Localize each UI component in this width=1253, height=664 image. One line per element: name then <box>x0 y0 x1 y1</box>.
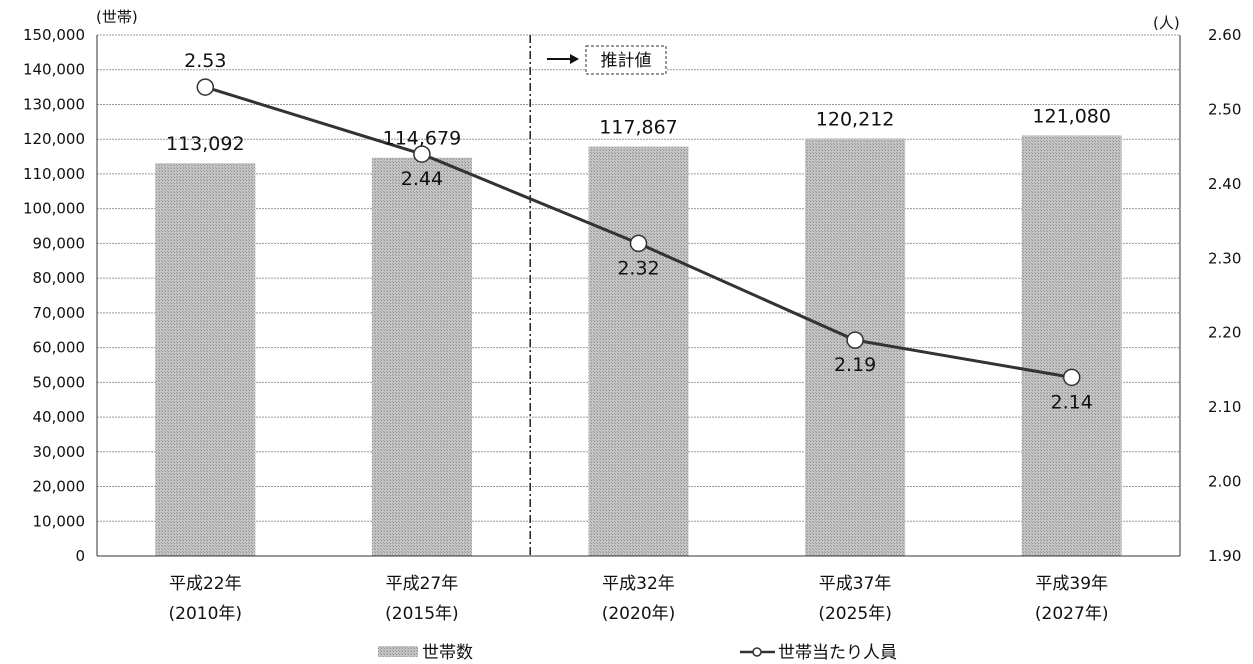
left-tick-label: 20,000 <box>33 478 86 496</box>
forecast-box <box>585 45 667 75</box>
right-tick-label: 2.50 <box>1208 100 1241 118</box>
bar <box>588 146 689 556</box>
left-tick-label: 100,000 <box>23 200 85 218</box>
left-tick-label: 80,000 <box>33 269 86 287</box>
line-marker <box>1062 368 1081 387</box>
left-tick-label: 120,000 <box>23 130 85 148</box>
point-value-label: 2.53 <box>184 50 226 72</box>
forecast-arrow-head <box>570 54 579 64</box>
legend-bar-swatch <box>378 646 418 657</box>
left-tick-label: 70,000 <box>33 304 86 322</box>
bar <box>155 163 256 556</box>
left-tick-label: 10,000 <box>33 512 86 530</box>
right-tick-label: 2.30 <box>1208 249 1241 267</box>
point-labels: 2.53 2.44 2.32 2.19 2.14 <box>184 50 1093 413</box>
left-tick-label: 50,000 <box>33 373 86 391</box>
bar <box>371 157 472 556</box>
category-label-era: 平成39年 <box>1035 574 1108 594</box>
left-tick-label: 0 <box>75 547 85 565</box>
point-value-label: 2.32 <box>617 257 659 279</box>
legend-marker-swatch <box>752 647 762 657</box>
left-tick-label: 110,000 <box>23 165 85 183</box>
category-label-era: 平成37年 <box>819 574 892 594</box>
bar-value-label: 120,212 <box>816 108 895 130</box>
line-marker <box>629 234 648 253</box>
bar-value-label: 117,867 <box>599 117 678 139</box>
right-axis-ticks: 1.90 2.00 2.10 2.20 2.30 2.40 2.50 2.60 <box>1208 26 1241 565</box>
point-value-label: 2.19 <box>834 354 876 376</box>
line-series <box>196 78 1081 387</box>
legend: 世帯数 世帯当たり人員 <box>378 643 897 663</box>
point-value-label: 2.44 <box>401 168 443 190</box>
bar <box>1021 135 1122 557</box>
left-tick-label: 150,000 <box>23 26 85 44</box>
bar-value-label: 114,679 <box>383 128 462 150</box>
left-axis-unit: (世帯) <box>96 8 138 26</box>
forecast-annotation: 推計値 <box>547 45 667 75</box>
right-tick-label: 2.00 <box>1208 473 1241 491</box>
right-tick-label: 1.90 <box>1208 547 1241 565</box>
left-tick-label: 90,000 <box>33 234 86 252</box>
category-label-era: 平成27年 <box>386 574 459 594</box>
category-label-year: (2027年) <box>1035 604 1109 624</box>
bar-value-label: 113,092 <box>166 133 245 155</box>
category-label-year: (2015年) <box>385 604 459 624</box>
category-label-era: 平成32年 <box>602 574 675 594</box>
category-label-year: (2020年) <box>602 604 676 624</box>
right-tick-label: 2.40 <box>1208 175 1241 193</box>
line-marker <box>846 331 864 349</box>
legend-line-label: 世帯当たり人員 <box>778 643 897 663</box>
forecast-label: 推計値 <box>601 51 652 71</box>
right-tick-label: 2.10 <box>1208 398 1241 416</box>
line-marker <box>196 78 215 96</box>
left-tick-label: 130,000 <box>23 95 85 113</box>
category-label-era: 平成22年 <box>169 574 242 594</box>
left-tick-label: 30,000 <box>33 443 86 461</box>
right-tick-label: 2.20 <box>1208 324 1241 342</box>
right-axis-unit: (人) <box>1153 14 1180 32</box>
left-tick-label: 40,000 <box>33 408 86 426</box>
bars <box>155 135 1122 557</box>
line-marker <box>413 145 431 163</box>
left-axis-ticks: 0 10,000 20,000 30,000 40,000 50,000 60,000 70,… <box>23 26 85 565</box>
category-label-year: (2010年) <box>169 604 243 624</box>
legend-bar-label: 世帯数 <box>422 643 473 663</box>
bar-value-label: 121,080 <box>1032 105 1111 127</box>
plot-area: 113,092 114,679 117,867 120,212 121,080 2.53… <box>96 34 1181 557</box>
category-label-year: (2025年) <box>818 604 892 624</box>
right-tick-label: 2.60 <box>1208 26 1241 44</box>
left-tick-label: 60,000 <box>33 339 86 357</box>
left-tick-label: 140,000 <box>23 61 85 79</box>
category-labels: 平成22年 (2010年) 平成27年 (2015年) 平成32年 (2020年) 平成37… <box>169 574 1109 624</box>
bar-labels: 113,092 114,679 117,867 120,212 121,080 <box>166 105 1111 155</box>
point-value-label: 2.14 <box>1051 391 1093 413</box>
